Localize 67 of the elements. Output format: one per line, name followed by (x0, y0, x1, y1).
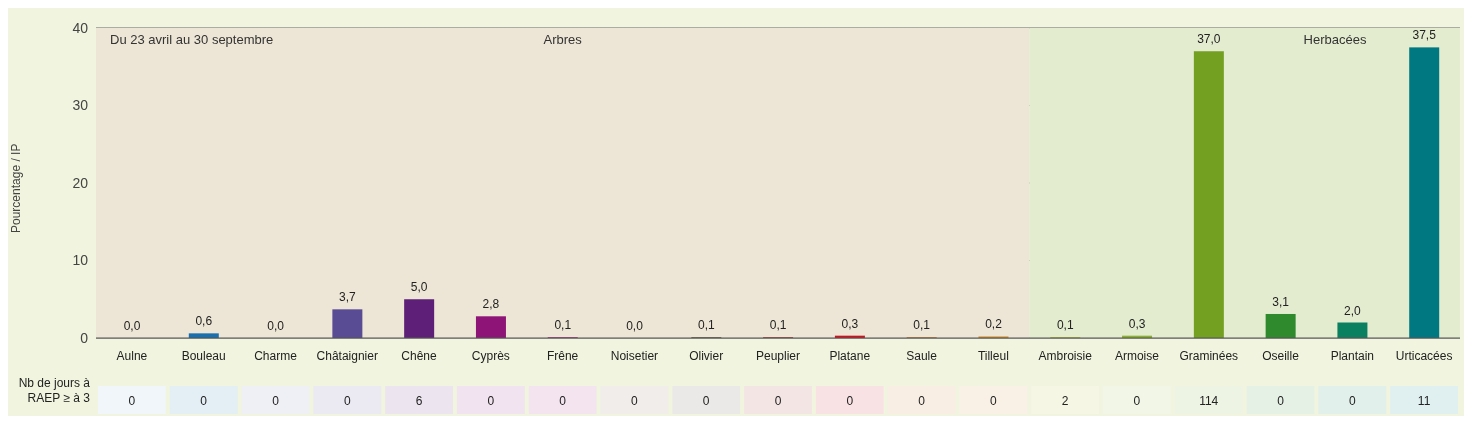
x-tick-label: Plantain (1330, 349, 1374, 363)
data-label: 2,8 (482, 297, 500, 312)
text: 0 (1277, 394, 1285, 408)
x-tick-label: Olivier (689, 349, 724, 363)
x-tick-label: Aulne (116, 349, 148, 363)
x-tick-label: Oseille (1262, 349, 1300, 363)
text: 0 (631, 394, 639, 408)
text: 0 (1133, 394, 1141, 408)
text: 0 (128, 394, 136, 408)
data-label: 5,0 (410, 280, 428, 295)
text: 0 (200, 394, 208, 408)
data-label: 0,0 (123, 319, 141, 333)
y-tick-label: 10 (72, 252, 89, 269)
x-tick-label: Chêne (401, 349, 438, 363)
data-label: 0,0 (267, 319, 285, 333)
data-label: 0,6 (195, 314, 213, 329)
text: 2 (1061, 394, 1069, 408)
data-label: 0,3 (841, 316, 859, 331)
data-label: 2,0 (1344, 303, 1362, 318)
data-label: 37,0 (1197, 32, 1221, 47)
y-axis-title: Pourcentage / IP (9, 143, 24, 233)
y-tick-label: 30 (72, 97, 89, 114)
x-tick-label: Cyprès (471, 349, 510, 363)
text: Nb de jours à RAEP ≥ à 3 (17, 376, 90, 406)
y-tick-label: 40 (72, 19, 89, 36)
text: 0 (846, 394, 854, 408)
x-tick-label: Tilleul (977, 349, 1009, 363)
x-tick-label: Frêne (546, 349, 579, 363)
x-tick-label: Peuplier (755, 349, 801, 363)
x-tick-label: Platane (829, 349, 871, 363)
data-label: 0,1 (1056, 318, 1074, 333)
band-label: Herbacées (1303, 32, 1367, 47)
x-tick-label: Graminées (1179, 349, 1239, 363)
text: 0 (272, 394, 280, 408)
x-tick-label: Noisetier (610, 349, 659, 363)
text: 0 (702, 394, 710, 408)
data-label: 3,7 (339, 290, 357, 305)
data-label: 0,1 (769, 318, 787, 333)
y-tick-label: 20 (72, 174, 89, 191)
data-label: 0,3 (1128, 316, 1146, 331)
text: 114 (1199, 394, 1219, 408)
text: 0 (774, 394, 782, 408)
x-tick-label: Urticacées (1395, 349, 1453, 363)
text: 0 (559, 394, 567, 408)
x-tick-label: Armoise (1114, 349, 1160, 363)
text: 0 (990, 394, 998, 408)
text: 6 (415, 394, 423, 408)
x-tick-label: Ambroisie (1038, 349, 1093, 363)
x-tick-label: Châtaignier (316, 349, 378, 363)
data-label: 0,2 (985, 317, 1003, 332)
x-tick-label: Bouleau (181, 349, 226, 363)
band-label: Arbres (543, 32, 583, 47)
data-label: 0,1 (913, 318, 931, 333)
data-label: 3,1 (1272, 294, 1290, 309)
text: 0 (918, 394, 926, 408)
data-label: 37,5 (1412, 28, 1437, 43)
y-tick-label: 0 (80, 329, 89, 346)
text: 0 (1348, 394, 1356, 408)
data-label: 0,1 (697, 318, 715, 333)
data-label: 0,0 (626, 319, 644, 333)
annotation: Du 23 avril au 30 septembre (110, 32, 274, 47)
data-label: 0,1 (554, 318, 572, 333)
x-tick-label: Charme (254, 349, 298, 363)
text: 11 (1417, 394, 1431, 408)
text: 0 (487, 394, 495, 408)
text: 0 (343, 394, 351, 408)
x-tick-label: Saule (906, 349, 938, 363)
